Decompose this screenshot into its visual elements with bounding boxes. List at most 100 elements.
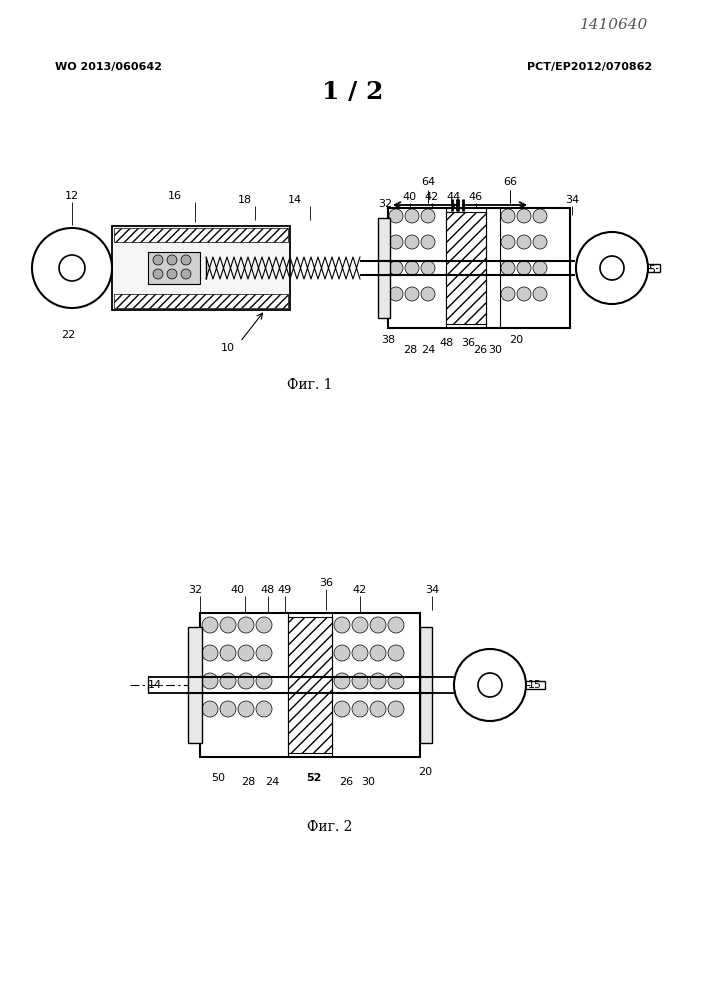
Circle shape xyxy=(256,673,272,689)
Text: 14: 14 xyxy=(288,195,302,205)
Circle shape xyxy=(388,617,404,633)
Text: 20: 20 xyxy=(509,335,523,345)
Circle shape xyxy=(517,287,531,301)
Circle shape xyxy=(202,617,218,633)
Circle shape xyxy=(153,269,163,279)
Circle shape xyxy=(238,617,254,633)
Bar xyxy=(112,226,290,310)
Circle shape xyxy=(370,645,386,661)
Circle shape xyxy=(533,261,547,275)
Circle shape xyxy=(517,261,531,275)
Text: 30: 30 xyxy=(361,777,375,787)
Bar xyxy=(378,218,390,318)
Circle shape xyxy=(220,617,236,633)
Text: 24: 24 xyxy=(421,345,435,355)
Text: 28: 28 xyxy=(403,345,417,355)
Text: 42: 42 xyxy=(425,192,439,202)
Bar xyxy=(114,228,288,242)
Circle shape xyxy=(405,235,419,249)
Circle shape xyxy=(238,645,254,661)
Circle shape xyxy=(370,701,386,717)
Bar xyxy=(188,627,202,743)
Text: 66: 66 xyxy=(503,177,517,187)
Bar xyxy=(288,617,332,753)
Text: 20: 20 xyxy=(418,767,432,777)
Circle shape xyxy=(501,287,515,301)
Text: 40: 40 xyxy=(403,192,417,202)
Text: 1410640: 1410640 xyxy=(580,18,648,32)
Text: 40: 40 xyxy=(231,585,245,595)
Text: 46: 46 xyxy=(469,192,483,202)
Circle shape xyxy=(389,209,403,223)
Circle shape xyxy=(576,232,648,304)
Circle shape xyxy=(352,701,368,717)
Text: 34: 34 xyxy=(425,585,439,595)
Circle shape xyxy=(238,701,254,717)
Text: 1 / 2: 1 / 2 xyxy=(322,80,384,104)
Bar xyxy=(388,208,570,328)
Text: 16: 16 xyxy=(168,191,182,201)
Text: 38: 38 xyxy=(381,335,395,345)
Text: 36: 36 xyxy=(461,338,475,348)
Circle shape xyxy=(352,673,368,689)
Text: 12: 12 xyxy=(65,191,79,201)
Bar xyxy=(420,627,432,743)
Text: 50: 50 xyxy=(211,773,225,783)
Text: PCT/EP2012/070862: PCT/EP2012/070862 xyxy=(527,62,652,72)
Circle shape xyxy=(220,701,236,717)
Text: 28: 28 xyxy=(241,777,255,787)
Circle shape xyxy=(533,287,547,301)
Circle shape xyxy=(421,235,435,249)
Circle shape xyxy=(517,235,531,249)
Circle shape xyxy=(405,261,419,275)
Text: 48: 48 xyxy=(261,585,275,595)
Circle shape xyxy=(256,701,272,717)
Text: 48: 48 xyxy=(440,338,454,348)
Text: 30: 30 xyxy=(488,345,502,355)
Circle shape xyxy=(405,209,419,223)
Circle shape xyxy=(600,256,624,280)
Text: 64: 64 xyxy=(421,177,435,187)
Circle shape xyxy=(501,235,515,249)
Circle shape xyxy=(501,261,515,275)
Circle shape xyxy=(167,255,177,265)
Text: 18: 18 xyxy=(238,195,252,205)
Text: 26: 26 xyxy=(473,345,487,355)
Text: Фиг. 1: Фиг. 1 xyxy=(287,378,333,392)
Circle shape xyxy=(533,209,547,223)
Text: 22: 22 xyxy=(61,330,75,340)
Circle shape xyxy=(533,235,547,249)
Text: 24: 24 xyxy=(265,777,279,787)
Circle shape xyxy=(334,673,350,689)
Circle shape xyxy=(181,255,191,265)
Circle shape xyxy=(153,255,163,265)
Circle shape xyxy=(389,261,403,275)
Circle shape xyxy=(370,673,386,689)
Text: 34: 34 xyxy=(565,195,579,205)
Circle shape xyxy=(334,701,350,717)
Text: Фиг. 2: Фиг. 2 xyxy=(308,820,353,834)
Circle shape xyxy=(220,645,236,661)
Circle shape xyxy=(334,617,350,633)
Circle shape xyxy=(352,645,368,661)
Text: 36: 36 xyxy=(319,578,333,588)
Circle shape xyxy=(501,209,515,223)
Circle shape xyxy=(421,209,435,223)
Text: 32: 32 xyxy=(378,199,392,209)
Circle shape xyxy=(181,269,191,279)
Circle shape xyxy=(388,673,404,689)
Circle shape xyxy=(238,673,254,689)
Circle shape xyxy=(334,645,350,661)
Circle shape xyxy=(202,645,218,661)
Circle shape xyxy=(517,209,531,223)
Circle shape xyxy=(388,701,404,717)
Circle shape xyxy=(421,287,435,301)
Bar xyxy=(200,613,420,757)
Circle shape xyxy=(167,269,177,279)
Circle shape xyxy=(454,649,526,721)
Text: 15: 15 xyxy=(528,680,542,690)
Text: 42: 42 xyxy=(353,585,367,595)
Circle shape xyxy=(32,228,112,308)
Bar xyxy=(446,212,486,324)
Text: WO 2013/060642: WO 2013/060642 xyxy=(55,62,162,72)
